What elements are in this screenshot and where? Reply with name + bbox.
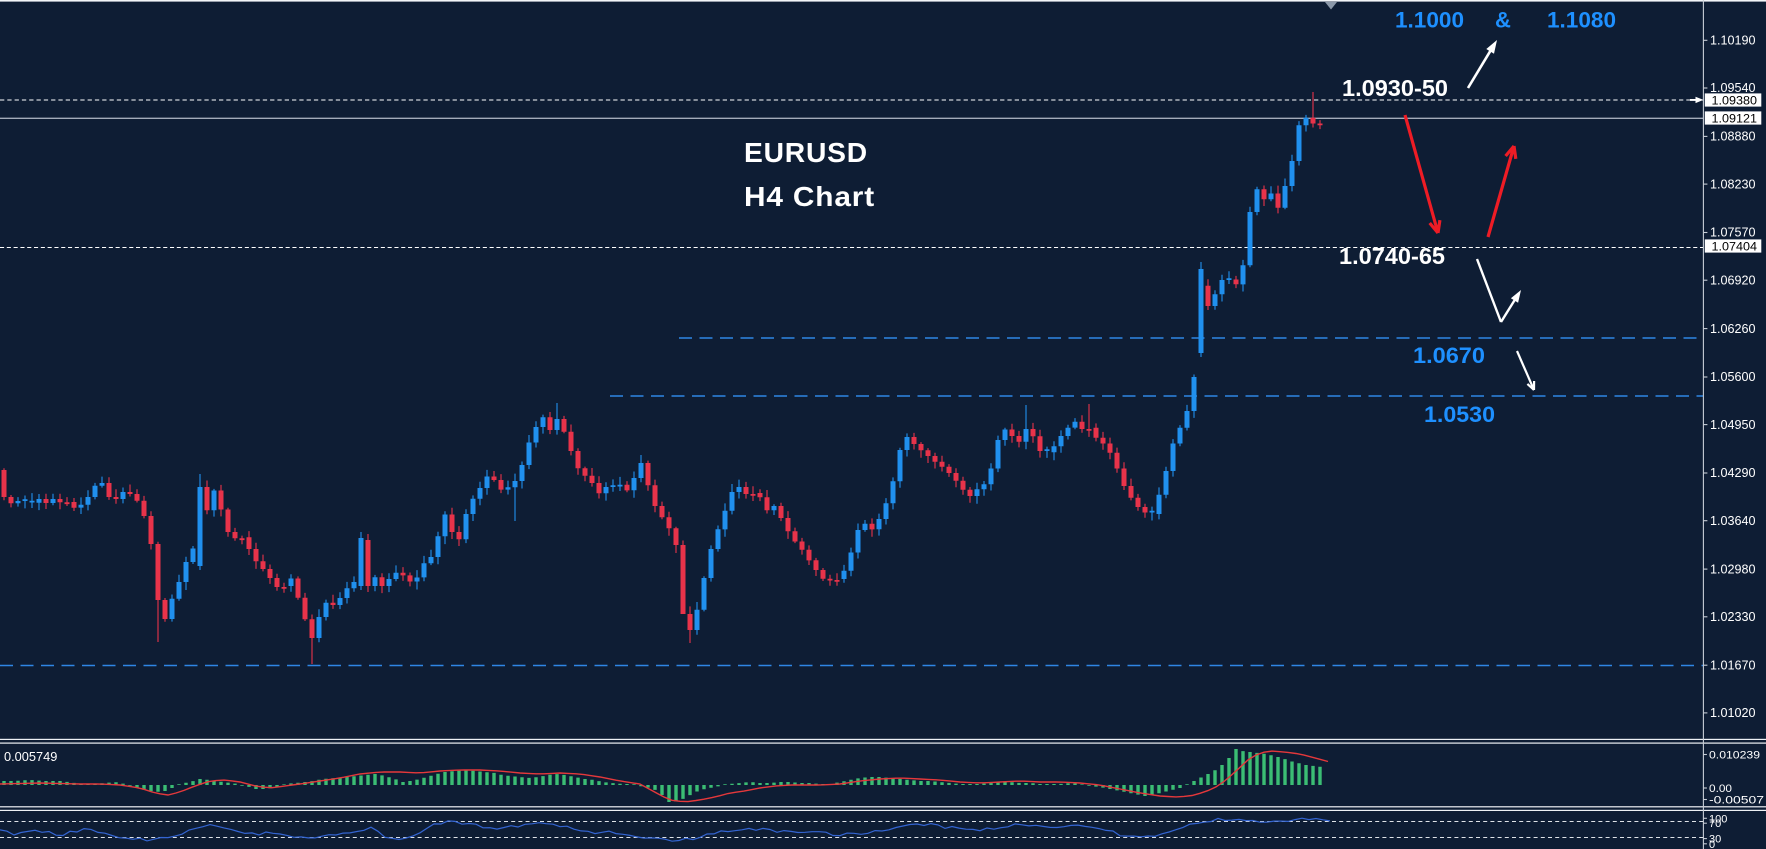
svg-text:1.01670: 1.01670 <box>1710 658 1756 672</box>
svg-text:1.07570: 1.07570 <box>1710 226 1756 240</box>
svg-text:1.1000: 1.1000 <box>1395 8 1464 33</box>
svg-text:1.04950: 1.04950 <box>1710 418 1756 432</box>
svg-text:0.010239: 0.010239 <box>1709 750 1760 762</box>
svg-text:1.02330: 1.02330 <box>1710 610 1756 624</box>
svg-text:1.04290: 1.04290 <box>1710 466 1756 480</box>
svg-text:1.08230: 1.08230 <box>1710 177 1756 191</box>
svg-text:1.03640: 1.03640 <box>1710 514 1756 528</box>
svg-text:1.10190: 1.10190 <box>1710 34 1756 48</box>
svg-text:100: 100 <box>1709 813 1727 825</box>
svg-text:0: 0 <box>1709 839 1715 849</box>
svg-text:1.0740-65: 1.0740-65 <box>1339 243 1445 269</box>
svg-text:1.07404: 1.07404 <box>1712 239 1758 253</box>
svg-text:0.00: 0.00 <box>1709 783 1732 795</box>
svg-text:1.02980: 1.02980 <box>1710 562 1756 576</box>
svg-text:-0.00507: -0.00507 <box>1709 795 1764 807</box>
svg-text:H4 Chart: H4 Chart <box>744 181 875 212</box>
svg-text:EURUSD: EURUSD <box>744 137 868 168</box>
svg-text:1.09380: 1.09380 <box>1712 93 1758 107</box>
svg-text:&: & <box>1495 8 1511 33</box>
svg-text:1.09540: 1.09540 <box>1710 81 1756 95</box>
svg-text:1.09121: 1.09121 <box>1712 111 1758 125</box>
svg-text:1.01020: 1.01020 <box>1710 706 1756 720</box>
svg-text:1.05600: 1.05600 <box>1710 370 1756 384</box>
svg-text:1.06260: 1.06260 <box>1710 322 1756 336</box>
svg-text:0.005749: 0.005749 <box>4 749 57 764</box>
svg-text:1.0670: 1.0670 <box>1413 343 1485 368</box>
svg-text:1.08880: 1.08880 <box>1710 130 1756 144</box>
svg-text:30: 30 <box>1709 834 1721 846</box>
svg-text:1.0930-50: 1.0930-50 <box>1342 75 1448 101</box>
svg-text:1.1080: 1.1080 <box>1547 8 1616 33</box>
svg-text:1.06920: 1.06920 <box>1710 273 1756 287</box>
svg-text:70: 70 <box>1709 818 1721 830</box>
svg-text:1.0530: 1.0530 <box>1424 402 1495 427</box>
